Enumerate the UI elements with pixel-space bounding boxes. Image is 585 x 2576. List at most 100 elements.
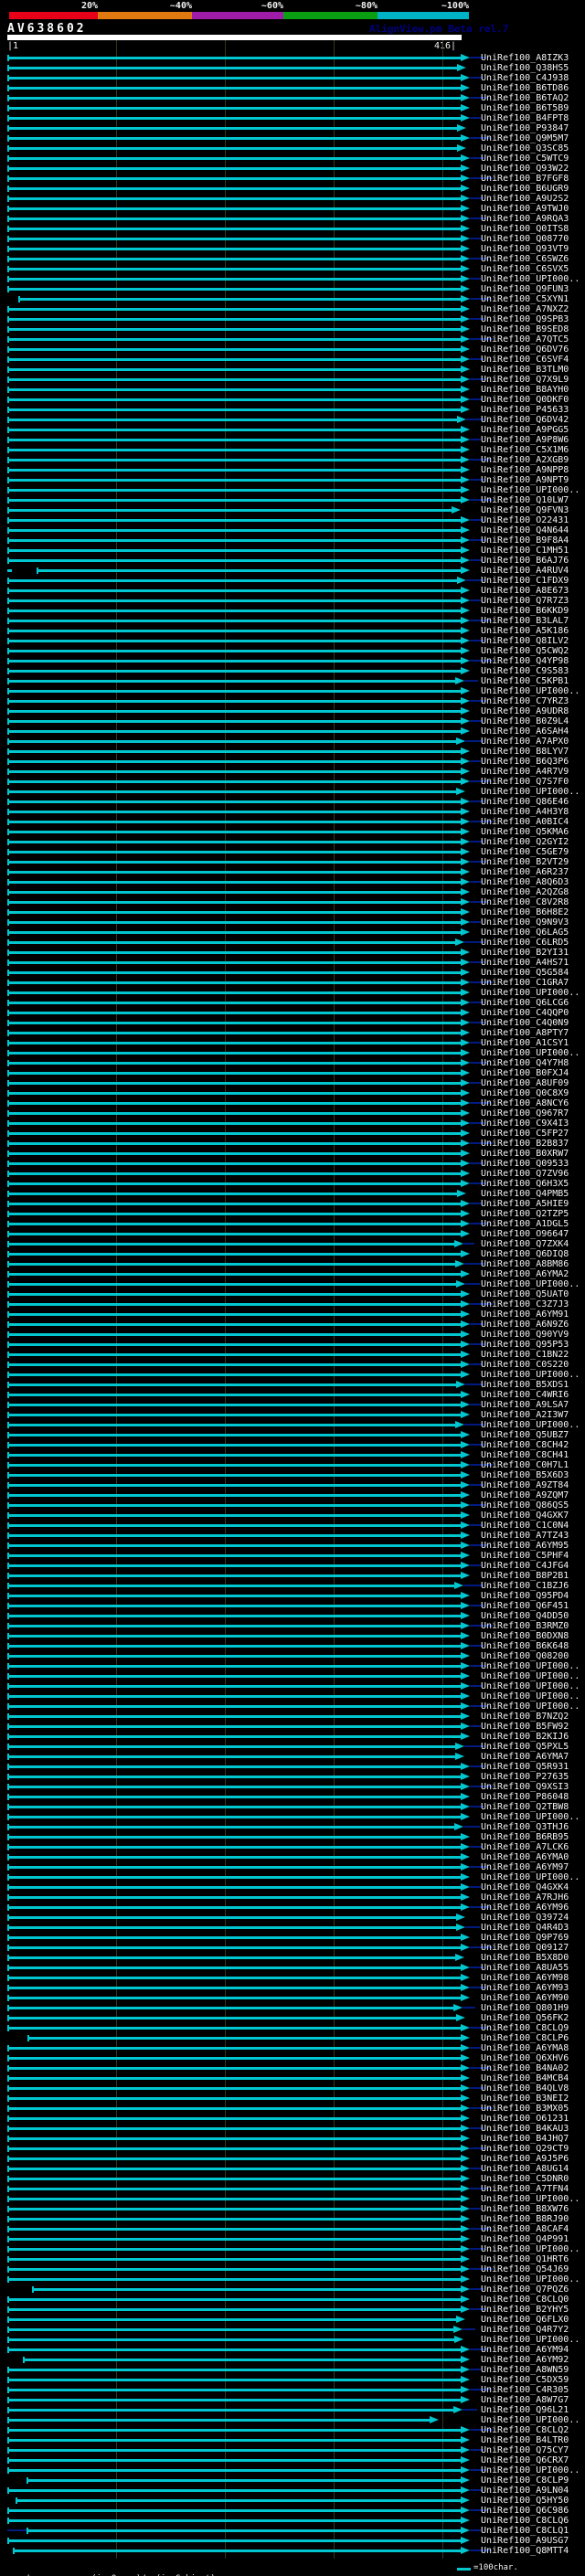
hit-line bbox=[7, 277, 461, 281]
hit-line bbox=[7, 1815, 461, 1818]
hit-arrow-icon bbox=[461, 2455, 470, 2464]
hit-label: UniRef100_Q9FVN3 bbox=[481, 504, 569, 515]
hit-arrow-icon bbox=[461, 2023, 470, 2031]
scale-tick-label: ~80% bbox=[355, 1, 378, 11]
hit-line bbox=[7, 2348, 461, 2351]
hit-label: UniRef100_C1GRA7 bbox=[481, 977, 569, 988]
subject-overhang-right bbox=[470, 2389, 490, 2390]
hit-label: UniRef100_Q6XHV6 bbox=[481, 2052, 569, 2063]
subject-overhang-right bbox=[464, 680, 478, 682]
hit-arrow-icon bbox=[461, 1681, 470, 1690]
hit-label: UniRef100_B6TD86 bbox=[481, 82, 569, 93]
hit-row: UniRef100_Q2GYI2 bbox=[0, 837, 585, 847]
hit-arrow-icon bbox=[461, 1862, 470, 1871]
hit-label: UniRef100_Q6DIQ8 bbox=[481, 1248, 569, 1259]
hit-row: UniRef100_Q90YV9 bbox=[0, 1330, 585, 1340]
hit-label: UniRef100_A9PGG5 bbox=[481, 424, 569, 435]
hit-row: UniRef100_Q4R7Y2 bbox=[0, 2325, 585, 2335]
hit-arrow-icon bbox=[461, 2073, 470, 2082]
hit-line bbox=[7, 1141, 461, 1145]
hit-line bbox=[32, 2287, 461, 2291]
hit-row: UniRef100_Q8ILV2 bbox=[0, 636, 585, 646]
subject-overhang-right bbox=[470, 1223, 488, 1224]
subject-overhang-right bbox=[470, 961, 484, 963]
hit-line bbox=[7, 1443, 461, 1447]
subject-overhang-right bbox=[464, 1263, 484, 1265]
hit-row: UniRef100_A6YM97 bbox=[0, 1862, 585, 1872]
hit-arrow-icon bbox=[461, 2204, 470, 2212]
hit-row: UniRef100_B9F8A4 bbox=[0, 535, 585, 546]
hit-arrow-icon bbox=[461, 1450, 470, 1458]
hit-line bbox=[27, 2036, 461, 2040]
subject-overhang-right bbox=[470, 519, 484, 521]
hit-line bbox=[7, 408, 461, 411]
hit-label: UniRef100_UPI000.. bbox=[481, 2465, 580, 2475]
hit-row: UniRef100_A1CSY1 bbox=[0, 1038, 585, 1048]
hit-line bbox=[7, 247, 461, 250]
hit-row: UniRef100_A7TZ43 bbox=[0, 1531, 585, 1541]
hit-arrow-icon bbox=[461, 194, 470, 202]
hit-arrow-icon bbox=[461, 1541, 470, 1549]
hit-row: UniRef100_UPI000.. bbox=[0, 1048, 585, 1058]
hit-label: UniRef100_C1BZJ6 bbox=[481, 1580, 569, 1591]
hit-arrow-icon bbox=[461, 1933, 470, 1941]
hit-line bbox=[7, 367, 461, 371]
hit-row: UniRef100_A9RQA3 bbox=[0, 214, 585, 224]
subject-overhang-right bbox=[470, 881, 483, 883]
hit-arrow-icon bbox=[461, 2154, 470, 2162]
hit-label: UniRef100_A1DGL5 bbox=[481, 1218, 569, 1229]
hit-arrow-icon bbox=[461, 827, 470, 835]
hit-label: UniRef100_C6SVX5 bbox=[481, 263, 569, 274]
hit-arrow-icon bbox=[461, 887, 470, 896]
hit-line bbox=[7, 2167, 461, 2170]
hit-label: UniRef100_B3LAL7 bbox=[481, 615, 569, 626]
hit-row: UniRef100_C8CH42 bbox=[0, 1440, 585, 1450]
hit-arrow-icon bbox=[461, 1430, 470, 1438]
hit-line bbox=[27, 2528, 461, 2532]
hit-line bbox=[7, 2307, 461, 2311]
hit-label: UniRef100_C5FP27 bbox=[481, 1128, 569, 1139]
hit-line bbox=[7, 1352, 461, 1356]
hit-line bbox=[7, 629, 461, 632]
hit-label: UniRef100_Q4GXK7 bbox=[481, 1510, 569, 1521]
hit-label: UniRef100_Q0ITS8 bbox=[481, 223, 569, 234]
hit-label: UniRef100_UPI000.. bbox=[481, 685, 580, 696]
hit-label: UniRef100_B0DXN8 bbox=[481, 1630, 569, 1641]
hit-line bbox=[7, 1161, 461, 1165]
hit-line bbox=[7, 2016, 456, 2019]
hit-arrow-icon bbox=[461, 2174, 470, 2182]
hit-arrow-icon bbox=[461, 2465, 470, 2474]
subject-overhang-right bbox=[470, 901, 488, 903]
hit-arrow-icon bbox=[461, 1129, 470, 1137]
hit-line bbox=[7, 1654, 461, 1658]
hit-line bbox=[7, 1634, 461, 1638]
hit-label: UniRef100_Q5UBZ7 bbox=[481, 1429, 569, 1440]
subject-overhang-right bbox=[470, 2228, 490, 2230]
subject-overhang-right bbox=[470, 1203, 483, 1204]
subject-overhang-right bbox=[470, 1966, 484, 1968]
hit-arrow-icon bbox=[461, 1028, 470, 1036]
hit-arrow-icon bbox=[461, 1249, 470, 1257]
subject-overhang-right bbox=[470, 1002, 484, 1003]
hit-line bbox=[7, 136, 461, 140]
hit-arrow-icon bbox=[461, 646, 470, 654]
hit-row: UniRef100_A9U2S2 bbox=[0, 194, 585, 204]
hit-arrow-icon bbox=[461, 2546, 470, 2554]
hit-line bbox=[7, 1011, 461, 1014]
hit-label: UniRef100_Q5PXL5 bbox=[481, 1741, 569, 1752]
hit-label: UniRef100_A8UG14 bbox=[481, 2163, 569, 2174]
hit-line bbox=[7, 1714, 461, 1718]
hit-row: UniRef100_Q4P991 bbox=[0, 2234, 585, 2244]
hit-row: UniRef100_A6YM91 bbox=[0, 1309, 585, 1320]
hit-arrow-icon bbox=[461, 606, 470, 614]
hit-label: UniRef100_UPI000.. bbox=[481, 786, 580, 797]
hit-row: UniRef100_A9TWJ0 bbox=[0, 204, 585, 214]
hit-line bbox=[7, 1533, 461, 1537]
hit-label: UniRef100_B3NEI2 bbox=[481, 2093, 569, 2104]
hit-row: UniRef100_Q39724 bbox=[0, 1913, 585, 1923]
hit-label: UniRef100_Q0DKF0 bbox=[481, 394, 569, 405]
hit-row: UniRef100_A6YMA0 bbox=[0, 1852, 585, 1862]
hit-arrow-icon bbox=[461, 1571, 470, 1579]
hit-arrow-icon bbox=[461, 2305, 470, 2313]
hit-line bbox=[7, 2277, 461, 2281]
